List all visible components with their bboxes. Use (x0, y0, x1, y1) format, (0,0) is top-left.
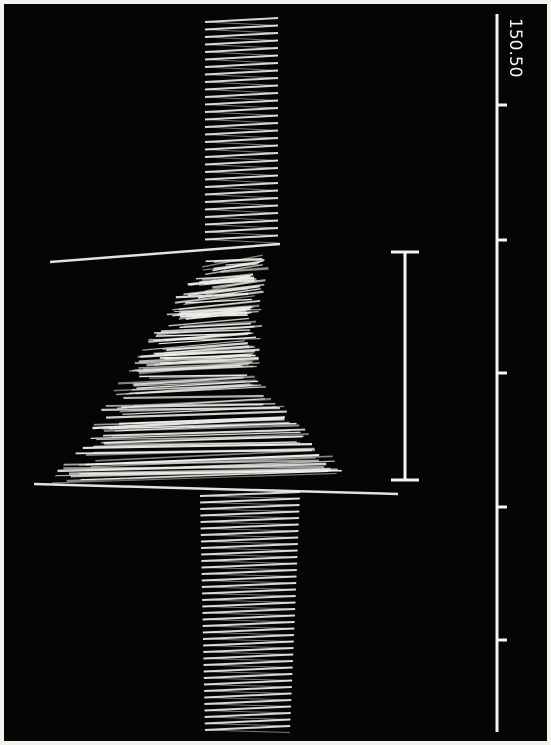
photograph: 150.50 (0, 0, 551, 745)
scale-label: 150.50 (505, 18, 525, 77)
page: 150.50 (() => { const data = JSON.parse(… (0, 0, 551, 745)
photo-background (4, 4, 547, 741)
trace-line (135, 362, 253, 363)
trace-line (63, 467, 324, 468)
